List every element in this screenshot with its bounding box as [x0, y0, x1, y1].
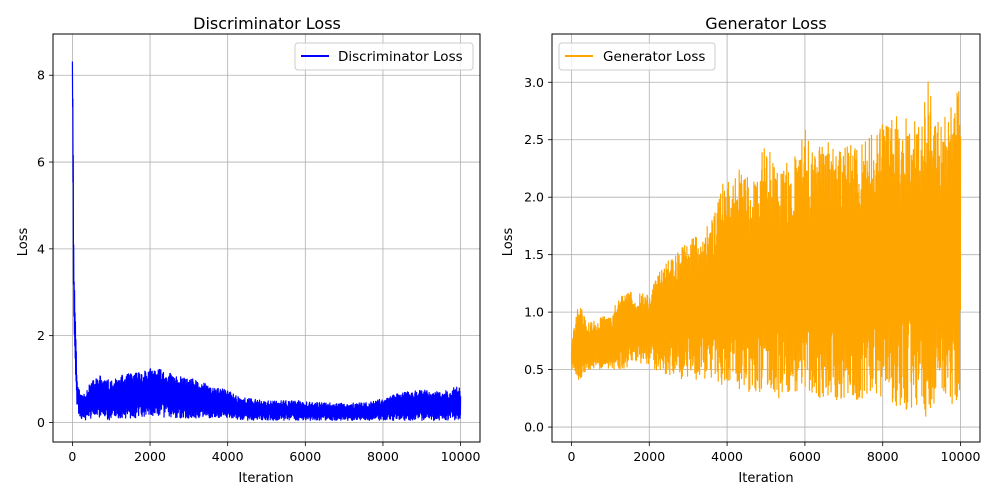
axes-frame: [52, 33, 481, 443]
y-axis-ticks: 0 2 4 6 8: [37, 68, 53, 430]
discriminator-loss-panel: Discriminator Loss 0 2000 4000 6000 8000 1000…: [16, 14, 481, 486]
x-tick-label: 4000: [711, 449, 743, 464]
legend: Discriminator Loss: [294, 42, 474, 71]
series-line: [71, 61, 462, 421]
y-tick-label: 1.5: [524, 247, 544, 262]
y-tick-label: 6: [37, 155, 45, 170]
chart-title: Discriminator Loss: [193, 14, 341, 33]
series-line: [570, 81, 962, 417]
x-tick-label: 2000: [633, 449, 665, 464]
legend-box: [558, 42, 716, 71]
legend-label: Generator Loss: [603, 49, 705, 65]
x-axis-ticks: 0 2000 4000 6000 8000 10000: [68, 442, 481, 464]
y-tick-label: 0.0: [524, 420, 544, 435]
y-axis-label: Loss: [501, 228, 516, 257]
y-tick-label: 8: [37, 68, 45, 83]
plot-area: [71, 61, 462, 421]
y-tick-label: 1.0: [524, 305, 544, 320]
legend-box: [294, 42, 474, 71]
y-tick-label: 2: [37, 328, 45, 343]
x-tick-label: 6000: [289, 449, 321, 464]
plot-area: [570, 81, 962, 417]
x-tick-label: 8000: [867, 449, 899, 464]
y-tick-label: 0: [37, 415, 45, 430]
x-tick-label: 0: [68, 449, 76, 464]
x-tick-label: 2000: [134, 449, 166, 464]
x-tick-label: 10000: [941, 449, 981, 464]
axes-frame: [551, 33, 981, 443]
x-axis-label: Iteration: [738, 471, 793, 486]
y-tick-label: 2.0: [524, 190, 544, 205]
legend: Generator Loss: [558, 42, 716, 71]
x-tick-label: 4000: [212, 449, 244, 464]
x-axis-label: Iteration: [238, 471, 293, 486]
y-tick-label: 2.5: [524, 132, 544, 147]
x-tick-label: 8000: [367, 449, 399, 464]
y-axis-ticks: 0.0 0.5 1.0 1.5 2.0 2.5 3.0: [524, 75, 552, 435]
x-tick-label: 10000: [441, 449, 481, 464]
x-tick-label: 6000: [789, 449, 821, 464]
x-axis-ticks: 0 2000 4000 6000 8000 10000: [567, 442, 980, 464]
chart-title: Generator Loss: [705, 14, 826, 33]
generator-loss-panel: Generator Loss 0 2000 4000 6000 8000 10000 0.…: [501, 14, 981, 486]
y-tick-label: 4: [37, 241, 45, 256]
y-tick-label: 3.0: [524, 75, 544, 90]
y-axis-label: Loss: [16, 228, 31, 257]
gridlines: [53, 34, 480, 442]
y-tick-label: 0.5: [524, 362, 544, 377]
x-tick-label: 0: [567, 449, 575, 464]
legend-label: Discriminator Loss: [338, 49, 463, 65]
